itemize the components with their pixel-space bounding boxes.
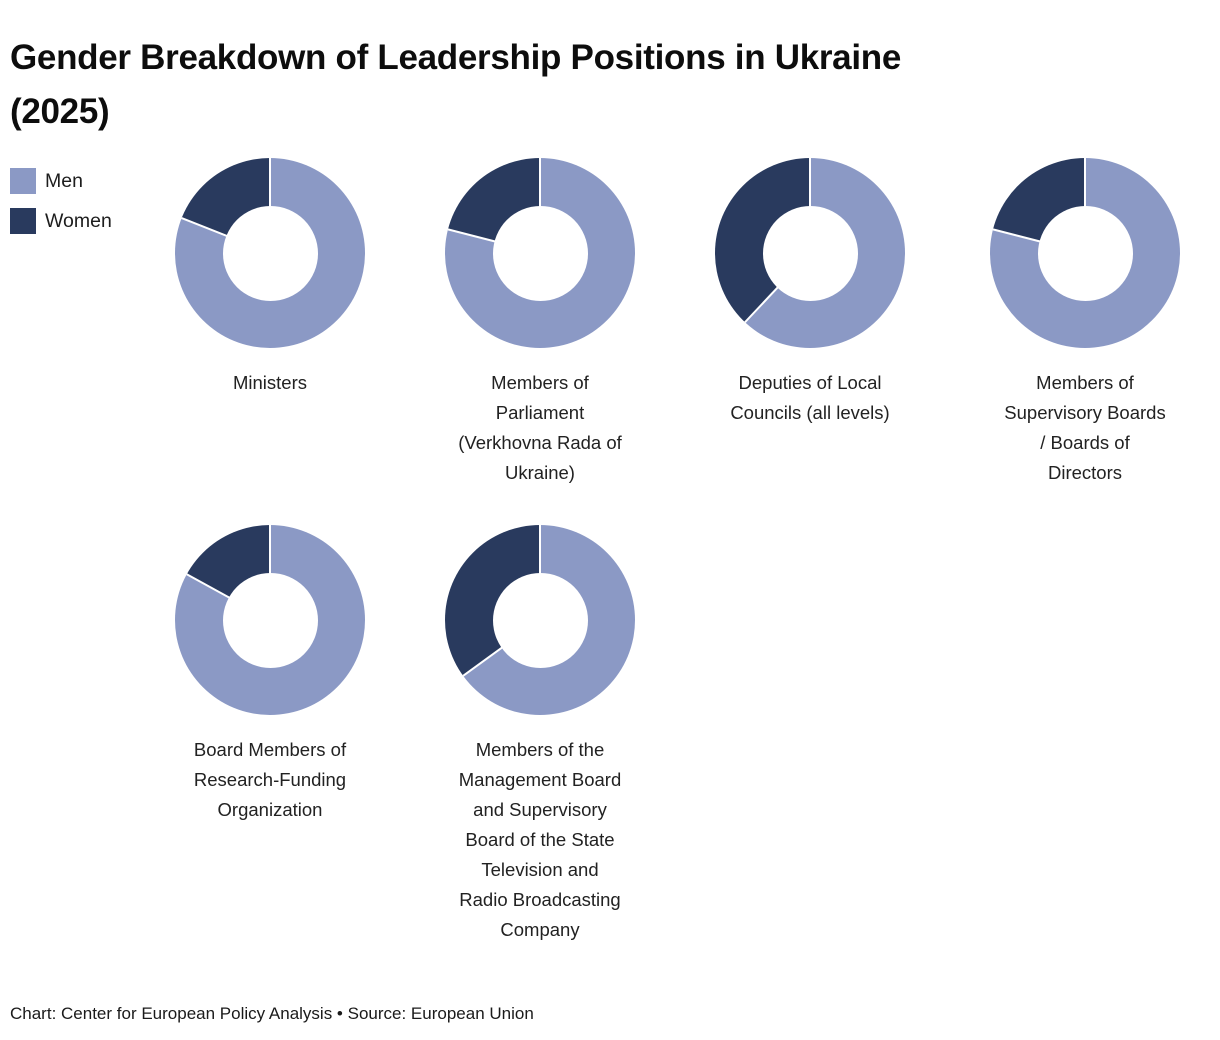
donut-chart-state-broadcaster	[445, 525, 635, 715]
donut-label: Members of Supervisory Boards / Boards o…	[1004, 372, 1166, 483]
donut-label: Deputies of Local Councils (all levels)	[730, 372, 890, 423]
chart-title: Gender Breakdown of Leadership Positions…	[10, 38, 902, 132]
donut-cell-research-funding: Board Members of Research-Funding Organi…	[150, 525, 390, 825]
men-color-swatch	[10, 168, 36, 194]
donut-label: Members of the Management Board and Supe…	[458, 739, 622, 940]
donut-label: Ministers	[232, 372, 307, 393]
women-color-swatch	[10, 208, 36, 234]
donut-chart-ministers	[175, 158, 365, 348]
legend-label-women: Women	[45, 209, 112, 232]
donut-chart-research-funding	[175, 525, 365, 715]
donut-chart-supervisory-boards	[990, 158, 1180, 348]
donut-hole	[222, 205, 318, 301]
donut-label: Members of Parliament (Verkhovna Rada of…	[458, 372, 622, 483]
legend-item-women: Women	[10, 208, 112, 234]
donut-cell-supervisory-boards: Members of Supervisory Boards / Boards o…	[965, 158, 1205, 488]
legend-item-men: Men	[10, 168, 112, 194]
legend: Men Women	[10, 168, 112, 248]
donut-label: Board Members of Research-Funding Organi…	[193, 739, 347, 820]
attribution-footer: Chart: Center for European Policy Analys…	[10, 1004, 534, 1023]
legend-label-men: Men	[45, 169, 83, 192]
donut-cell-state-broadcaster: Members of the Management Board and Supe…	[420, 525, 660, 945]
donut-chart-local-councils	[715, 158, 905, 348]
donut-cell-parliament: Members of Parliament (Verkhovna Rada of…	[420, 158, 660, 488]
donut-cell-ministers: Ministers	[150, 158, 390, 398]
donut-cell-local-councils: Deputies of Local Councils (all levels)	[690, 158, 930, 428]
donut-hole	[762, 205, 858, 301]
donut-hole	[492, 572, 588, 668]
donut-hole	[492, 205, 588, 301]
donut-hole	[222, 572, 318, 668]
donut-chart-parliament	[445, 158, 635, 348]
donut-hole	[1037, 205, 1133, 301]
